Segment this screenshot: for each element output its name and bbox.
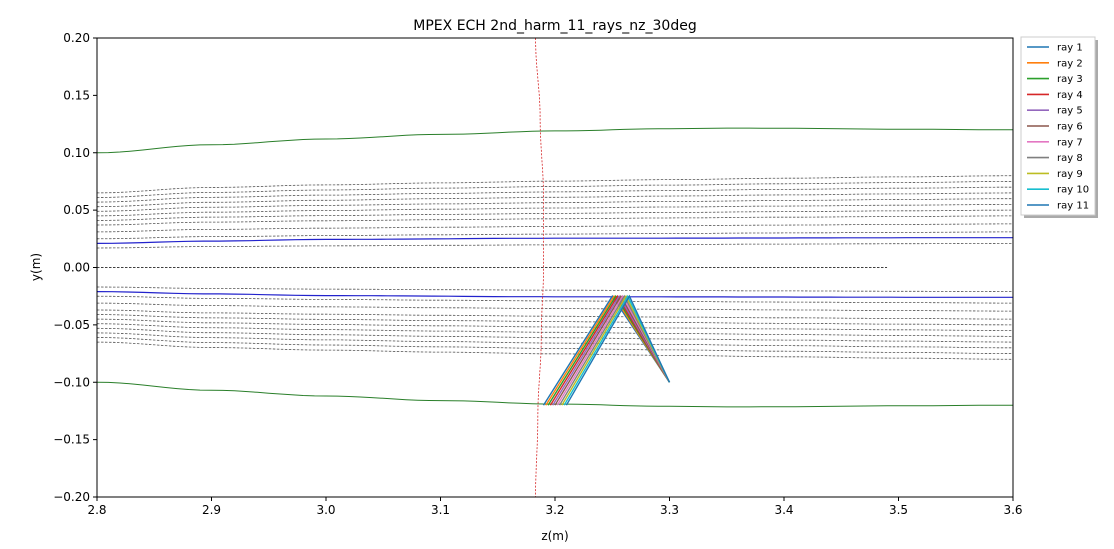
resonance-line: [535, 38, 544, 497]
flux-surface-upper: [97, 181, 1013, 198]
legend: ray 1 ray 2 ray 3 ray 4 ray 5 ray 6 ray 7 ray 8…: [1020, 36, 1098, 218]
y-tick-label: 0.15: [63, 88, 90, 102]
x-tick-label: 3.0: [316, 503, 335, 517]
flux-surface-upper: [97, 209, 1013, 221]
y-tick-label: −0.20: [53, 490, 90, 504]
flux-surface-lower: [97, 286, 1013, 292]
x-tick-label: 3.6: [1003, 503, 1022, 517]
x-tick-label: 3.5: [889, 503, 908, 517]
x-tick-label: 3.4: [774, 503, 793, 517]
ray-11-line: [565, 294, 671, 406]
flux-surface-upper: [97, 175, 1013, 194]
legend-label-ray-5: ray 5: [1057, 106, 1083, 117]
legend-label-ray-9: ray 9: [1057, 169, 1083, 180]
flux-surface-lower: [97, 332, 1013, 349]
legend-label-ray-10: ray 10: [1057, 185, 1089, 196]
flux-surface-lower: [97, 295, 1013, 304]
blue-surface-lower: [97, 291, 1013, 298]
x-axis-label: z(m): [541, 529, 568, 543]
flux-surface-lower: [97, 327, 1013, 343]
flux-surface-upper: [97, 223, 1013, 233]
x-tick-label: 2.9: [202, 503, 221, 517]
flux-surface-lower: [97, 341, 1013, 360]
y-tick-label: −0.15: [53, 433, 90, 447]
y-tick-label: 0.05: [63, 203, 90, 217]
flux-surface-upper: [97, 231, 1013, 240]
legend-label-ray-11: ray 11: [1057, 201, 1089, 212]
flux-surface-lower: [97, 314, 1013, 326]
flux-surface-upper: [97, 215, 1013, 226]
legend-label-ray-2: ray 2: [1057, 58, 1083, 69]
legend-label-ray-1: ray 1: [1057, 43, 1083, 54]
legend-label-ray-7: ray 7: [1057, 137, 1083, 148]
legend-label-ray-4: ray 4: [1057, 90, 1083, 101]
flux-surface-lower: [97, 302, 1013, 312]
y-tick-label: −0.10: [53, 375, 90, 389]
y-tick-label: −0.05: [53, 318, 90, 332]
x-axis: 2.8 2.9 3.0 3.1 3.2 3.3 3.4 3.5 3.6: [87, 497, 1023, 517]
y-axis-label: y(m): [29, 253, 43, 281]
boundary-upper: [97, 127, 1013, 154]
flux-surface-upper: [97, 243, 1013, 249]
flux-surface-lower: [97, 309, 1013, 320]
x-tick-label: 3.3: [660, 503, 679, 517]
flux-surface-upper: [97, 204, 1013, 217]
y-tick-label: 0.10: [63, 146, 90, 160]
flux-surface-lower: [97, 337, 1013, 354]
flux-surface-upper: [97, 198, 1013, 212]
y-tick-label: 0.00: [63, 261, 90, 275]
legend-label-ray-3: ray 3: [1057, 74, 1083, 85]
x-tick-label: 3.2: [545, 503, 564, 517]
chart-title: MPEX ECH 2nd_harm_11_rays_nz_30deg: [413, 18, 696, 34]
flux-surface-upper: [97, 192, 1013, 208]
x-tick-label: 3.1: [431, 503, 450, 517]
y-tick-label: 0.20: [63, 31, 90, 45]
legend-label-ray-6: ray 6: [1057, 122, 1083, 133]
flux-surface-upper: [97, 186, 1013, 203]
legend-label-ray-8: ray 8: [1057, 153, 1083, 164]
plot-area: [97, 38, 1013, 497]
flux-surface-lower: [97, 318, 1013, 331]
y-axis: 0.20 0.15 0.10 0.05 0.00 −0.05 −0.10 −0.15 −0.20: [53, 31, 97, 504]
flux-surface-lower: [97, 323, 1013, 337]
x-tick-label: 2.8: [87, 503, 106, 517]
blue-surface-upper: [97, 237, 1013, 244]
